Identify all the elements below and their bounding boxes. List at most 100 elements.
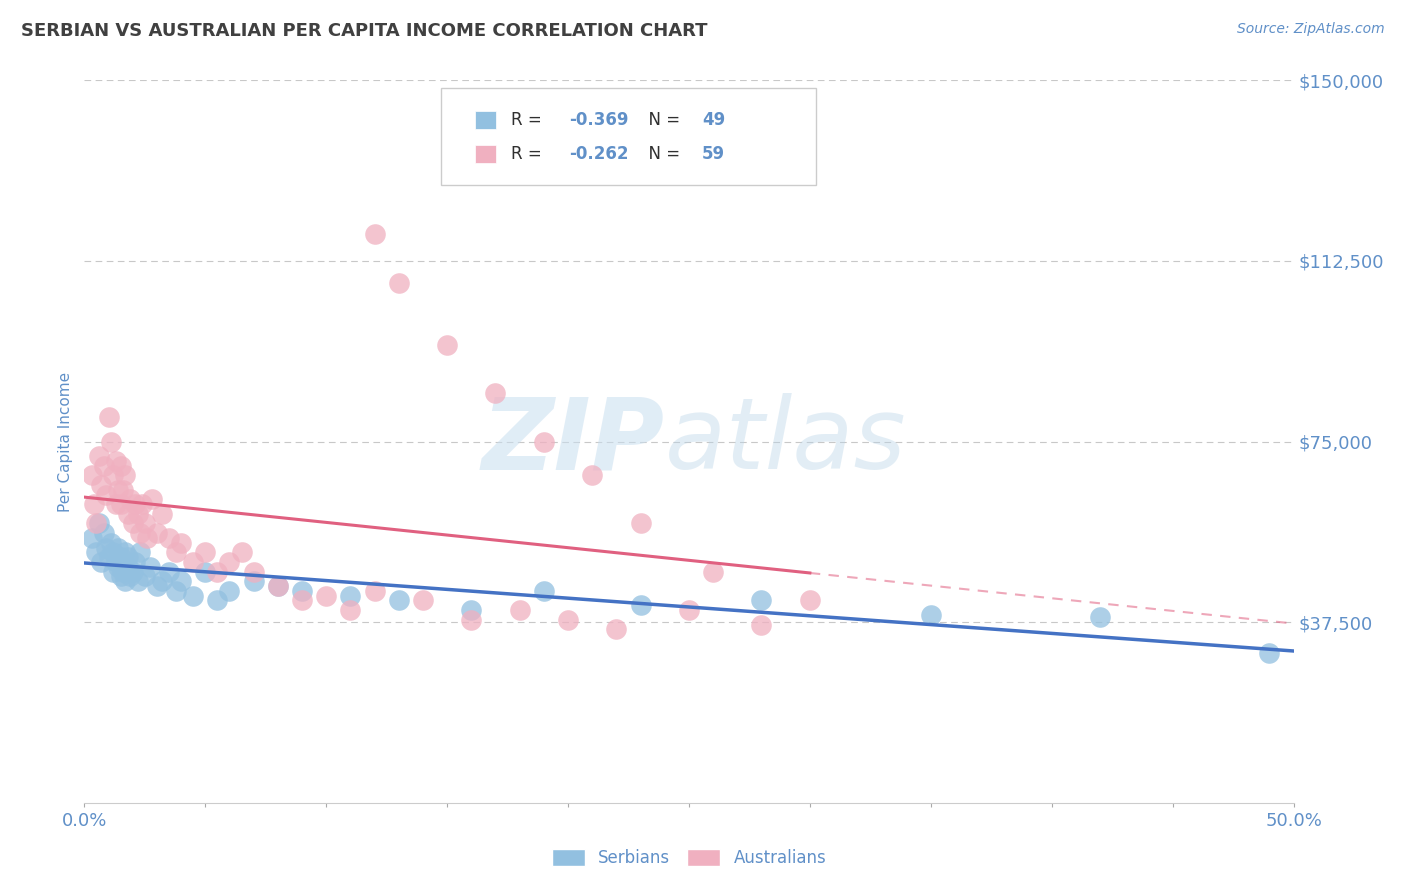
Point	[104, 497, 127, 511]
Point	[103, 565, 125, 579]
Point	[129, 526, 152, 541]
Point	[207, 565, 229, 579]
Point	[114, 574, 136, 589]
Point	[1088, 610, 1111, 624]
Point	[291, 593, 314, 607]
Point	[170, 535, 193, 549]
Text: ZIP: ZIP	[482, 393, 665, 490]
Point	[484, 386, 506, 401]
Point	[150, 507, 173, 521]
Point	[157, 531, 180, 545]
Point	[110, 497, 132, 511]
Point	[110, 550, 132, 565]
Point	[114, 468, 136, 483]
Text: SERBIAN VS AUSTRALIAN PER CAPITA INCOME CORRELATION CHART: SERBIAN VS AUSTRALIAN PER CAPITA INCOME …	[21, 22, 707, 40]
Point	[120, 492, 142, 507]
Point	[181, 555, 204, 569]
Point	[242, 565, 264, 579]
Point	[103, 468, 125, 483]
Point	[134, 516, 156, 531]
FancyBboxPatch shape	[475, 111, 496, 129]
Point	[80, 531, 103, 545]
Point	[86, 516, 108, 531]
Point	[93, 458, 115, 473]
Point	[751, 617, 773, 632]
Point	[112, 565, 135, 579]
Point	[751, 593, 773, 607]
Point	[1258, 647, 1281, 661]
Point	[134, 569, 156, 583]
Text: R =: R =	[512, 145, 547, 163]
Point	[165, 545, 187, 559]
Point	[412, 593, 434, 607]
Point	[100, 535, 122, 549]
Point	[80, 468, 103, 483]
Point	[920, 607, 942, 622]
Point	[87, 516, 110, 531]
Point	[436, 338, 458, 352]
Point	[117, 507, 139, 521]
Text: N =: N =	[638, 145, 686, 163]
Point	[127, 507, 149, 521]
Point	[121, 565, 143, 579]
Point	[388, 593, 411, 607]
Point	[110, 569, 132, 583]
Point	[107, 559, 129, 574]
Point	[127, 574, 149, 589]
Point	[100, 434, 122, 449]
Point	[630, 516, 652, 531]
Point	[107, 483, 129, 497]
Y-axis label: Per Capita Income: Per Capita Income	[58, 371, 73, 512]
Legend: Serbians, Australians: Serbians, Australians	[546, 842, 832, 874]
Text: N =: N =	[638, 111, 686, 129]
Point	[87, 449, 110, 463]
Point	[460, 603, 482, 617]
Point	[363, 583, 385, 598]
FancyBboxPatch shape	[475, 145, 496, 163]
Point	[112, 555, 135, 569]
Text: -0.369: -0.369	[569, 111, 628, 129]
Point	[117, 559, 139, 574]
Point	[104, 555, 127, 569]
Point	[218, 555, 240, 569]
Text: -0.262: -0.262	[569, 145, 628, 163]
Point	[363, 227, 385, 242]
Point	[120, 569, 142, 583]
Point	[90, 555, 112, 569]
Point	[509, 603, 531, 617]
Point	[90, 478, 112, 492]
Point	[170, 574, 193, 589]
Point	[141, 492, 163, 507]
Point	[630, 599, 652, 613]
Point	[557, 613, 579, 627]
Point	[136, 531, 159, 545]
Point	[124, 555, 146, 569]
Point	[267, 579, 290, 593]
Point	[165, 583, 187, 598]
Point	[678, 603, 700, 617]
Point	[83, 497, 105, 511]
Point	[146, 579, 169, 593]
Point	[121, 516, 143, 531]
Point	[231, 545, 253, 559]
Point	[460, 613, 482, 627]
Point	[702, 565, 724, 579]
Text: Source: ZipAtlas.com: Source: ZipAtlas.com	[1237, 22, 1385, 37]
Point	[315, 589, 337, 603]
Point	[339, 589, 361, 603]
Point	[533, 434, 555, 449]
FancyBboxPatch shape	[441, 87, 815, 185]
Point	[799, 593, 821, 607]
Text: R =: R =	[512, 111, 547, 129]
Point	[581, 468, 603, 483]
Point	[533, 583, 555, 598]
Point	[124, 497, 146, 511]
Point	[146, 526, 169, 541]
Point	[194, 545, 217, 559]
Point	[194, 565, 217, 579]
Text: 49: 49	[702, 111, 725, 129]
Text: atlas: atlas	[665, 393, 907, 490]
Point	[107, 541, 129, 555]
Point	[112, 483, 135, 497]
Point	[157, 565, 180, 579]
